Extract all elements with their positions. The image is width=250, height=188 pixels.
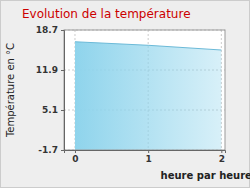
tick-label: 11.9 bbox=[36, 65, 58, 75]
y-axis: -1.7 5.1 11.9 18.7 bbox=[36, 25, 65, 155]
tick-mark bbox=[61, 30, 64, 31]
plot-area bbox=[64, 30, 225, 150]
tick: 2 bbox=[219, 150, 225, 164]
tick-mark bbox=[75, 150, 76, 153]
area bbox=[75, 42, 221, 150]
axis-line bbox=[61, 31, 65, 151]
tick-label: 2 bbox=[219, 154, 225, 164]
frame bbox=[64, 30, 225, 150]
tick-label: 5.1 bbox=[42, 105, 58, 115]
tick-label: 1 bbox=[146, 154, 152, 164]
tick-label: -1.7 bbox=[38, 145, 58, 155]
tick: 1 bbox=[146, 150, 152, 164]
tick-mark bbox=[221, 150, 222, 153]
x-axis: 0 1 2 bbox=[65, 150, 226, 164]
x-axis-title: heure par heure bbox=[161, 170, 250, 181]
tick: 18.7 bbox=[36, 25, 64, 35]
tick: -1.7 bbox=[38, 145, 64, 155]
tick-label: 18.7 bbox=[36, 25, 58, 35]
tick-mark bbox=[61, 70, 64, 71]
background bbox=[1, 1, 250, 188]
marks bbox=[75, 42, 221, 150]
grid bbox=[64, 30, 225, 150]
tick-mark bbox=[61, 110, 64, 111]
y-axis-title: Température en °C bbox=[5, 43, 16, 138]
plot: -1.7 5.1 11.9 18.7 0 1 2 bbox=[36, 25, 226, 164]
axis-line bbox=[65, 151, 226, 154]
tick-mark bbox=[61, 150, 64, 151]
tick: 0 bbox=[72, 150, 78, 164]
tick: 5.1 bbox=[42, 105, 64, 115]
chart: -1.7 5.1 11.9 18.7 0 1 2 Evolution de la tempér… bbox=[0, 0, 250, 188]
tick: 11.9 bbox=[36, 65, 64, 75]
title: Evolution de la température bbox=[22, 7, 191, 21]
tick-label: 0 bbox=[72, 154, 78, 164]
tick-mark bbox=[148, 150, 149, 153]
line bbox=[75, 42, 221, 50]
